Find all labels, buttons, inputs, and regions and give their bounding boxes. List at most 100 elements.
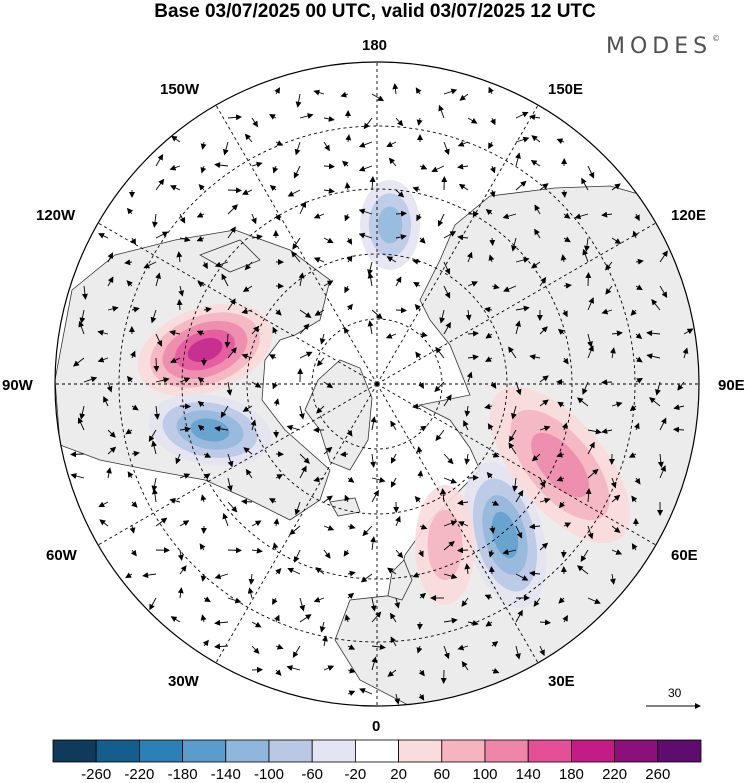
wind-vector bbox=[515, 180, 527, 191]
colorbar-segment bbox=[138, 739, 183, 763]
lon-label-30e: 30E bbox=[548, 673, 575, 690]
wind-vector bbox=[443, 394, 452, 407]
wind-vector bbox=[323, 280, 334, 287]
wind-vector bbox=[293, 165, 301, 179]
wind-vector bbox=[251, 325, 260, 335]
wind-vector bbox=[443, 453, 454, 465]
wind-vector bbox=[124, 259, 133, 266]
wind-vector bbox=[659, 417, 667, 431]
wind-vector bbox=[244, 261, 253, 271]
wind-vector bbox=[130, 237, 136, 245]
wind-vector bbox=[539, 477, 545, 488]
wind-vector bbox=[635, 378, 643, 384]
wind-vector bbox=[562, 357, 569, 365]
wind-vector bbox=[323, 237, 334, 244]
wind-vector bbox=[347, 667, 356, 674]
wind-vector bbox=[628, 452, 637, 458]
wind-vector bbox=[561, 422, 568, 431]
colorbar-tick-label: -60 bbox=[301, 766, 324, 783]
wind-vector bbox=[412, 403, 421, 410]
wind-vector bbox=[484, 594, 493, 600]
wind-vector bbox=[439, 309, 446, 324]
wind-vector bbox=[155, 377, 170, 384]
wind-vector bbox=[155, 517, 168, 527]
wind-vector bbox=[196, 330, 205, 337]
lon-label-0: 0 bbox=[372, 718, 381, 735]
wind-vector bbox=[293, 549, 301, 563]
wind-vector bbox=[149, 597, 157, 611]
wind-vector bbox=[457, 499, 469, 506]
wind-vector bbox=[556, 475, 565, 482]
wind-vector bbox=[99, 519, 109, 527]
wind-vector bbox=[106, 467, 112, 479]
anomaly-contour bbox=[190, 418, 230, 442]
wind-vector bbox=[531, 453, 541, 462]
wind-vector bbox=[291, 251, 301, 263]
wind-vector bbox=[197, 377, 205, 384]
wind-vector bbox=[203, 306, 212, 313]
wind-vector bbox=[601, 211, 613, 218]
wind-vector bbox=[179, 377, 191, 383]
wind-vector bbox=[179, 520, 190, 527]
wind-vector bbox=[198, 184, 205, 191]
wind-vector bbox=[81, 285, 88, 300]
wind-vector bbox=[414, 495, 421, 503]
wind-vector bbox=[395, 276, 402, 287]
wind-vector bbox=[649, 397, 661, 407]
wind-vector bbox=[346, 255, 353, 263]
wind-vector bbox=[609, 573, 616, 585]
wind-vector bbox=[347, 476, 355, 483]
wind-vector bbox=[199, 543, 206, 551]
wind-vector bbox=[275, 669, 282, 676]
colorbar-tick-label: 180 bbox=[558, 766, 584, 783]
wind-vector bbox=[580, 549, 589, 562]
wind-vector bbox=[227, 501, 238, 513]
wind-vector bbox=[179, 213, 186, 224]
wind-vector bbox=[443, 321, 451, 335]
wind-vector bbox=[275, 474, 284, 480]
wind-vector bbox=[313, 257, 325, 263]
wind-vector bbox=[79, 405, 86, 420]
wind-vector bbox=[126, 207, 134, 215]
wind-vector bbox=[220, 405, 229, 418]
wind-vector bbox=[390, 636, 397, 647]
wind-vector bbox=[70, 451, 85, 458]
wind-vector bbox=[412, 258, 421, 265]
wind-vector bbox=[287, 567, 301, 575]
wind-vector bbox=[131, 501, 138, 508]
wind-vector bbox=[530, 261, 541, 269]
anomaly-northeast-pacific bbox=[137, 303, 273, 397]
wind-vector bbox=[673, 404, 685, 411]
wind-vector bbox=[443, 645, 450, 660]
wind-vector bbox=[169, 185, 181, 191]
wind-vector bbox=[587, 333, 593, 348]
wind-vector bbox=[272, 326, 278, 335]
wind-vector bbox=[125, 428, 133, 435]
wind-vector bbox=[515, 257, 530, 263]
wind-vector bbox=[655, 381, 661, 396]
wind-vector bbox=[443, 285, 451, 299]
wind-vector bbox=[323, 115, 335, 122]
wind-vector bbox=[155, 231, 169, 239]
wind-vector bbox=[443, 261, 451, 275]
wind-vector bbox=[562, 615, 568, 623]
wind-vector bbox=[287, 189, 301, 197]
wind-vector bbox=[419, 237, 426, 244]
wind-vector bbox=[299, 323, 310, 335]
wind-vector bbox=[359, 688, 373, 695]
wind-vector bbox=[344, 182, 351, 191]
wind-vector bbox=[659, 250, 668, 263]
wind-vector bbox=[539, 375, 549, 383]
wind-vector bbox=[272, 597, 278, 605]
anomaly-contour bbox=[427, 510, 463, 580]
wind-vector bbox=[269, 114, 277, 120]
wind-vector bbox=[179, 473, 191, 479]
wind-vector bbox=[457, 163, 469, 170]
wind-vector bbox=[539, 497, 551, 504]
wind-vector bbox=[251, 234, 263, 241]
wind-vector bbox=[272, 381, 278, 390]
wind-vector bbox=[319, 333, 326, 345]
colorbar-tick-label: 140 bbox=[515, 766, 541, 783]
wind-vector bbox=[142, 572, 157, 579]
wind-vector bbox=[371, 611, 382, 623]
